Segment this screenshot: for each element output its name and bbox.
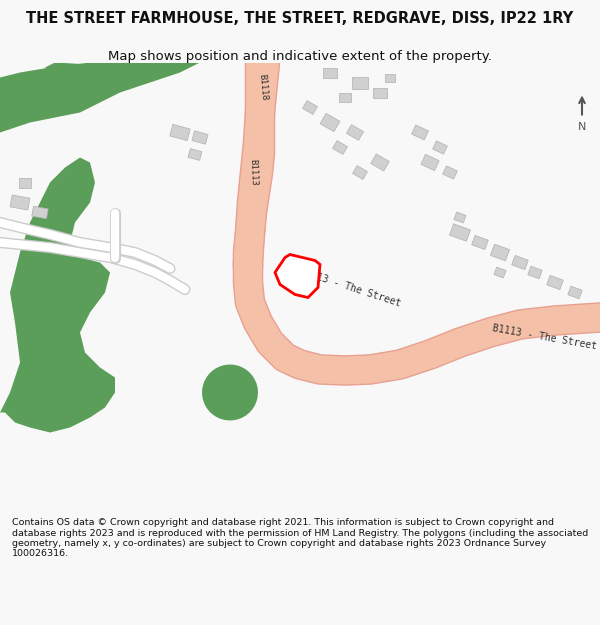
Bar (353, 166, 367, 179)
Bar (302, 101, 317, 114)
Polygon shape (0, 62, 200, 132)
Bar (449, 224, 470, 241)
Bar (19, 177, 31, 187)
Bar (433, 141, 448, 154)
Bar (421, 154, 439, 171)
Bar (490, 244, 509, 261)
Bar (385, 74, 395, 81)
Polygon shape (0, 158, 115, 432)
Bar (188, 149, 202, 161)
Text: B1113 - The Street: B1113 - The Street (492, 323, 598, 352)
Bar (346, 124, 364, 141)
Polygon shape (45, 62, 135, 88)
Text: B1118: B1118 (257, 74, 269, 101)
Text: Map shows position and indicative extent of the property.: Map shows position and indicative extent… (108, 50, 492, 62)
Text: Contains OS data © Crown copyright and database right 2021. This information is : Contains OS data © Crown copyright and d… (12, 518, 588, 558)
Polygon shape (202, 364, 258, 421)
Bar (472, 236, 488, 249)
Bar (494, 267, 506, 278)
Bar (170, 124, 190, 141)
Text: N: N (578, 122, 586, 132)
Polygon shape (275, 254, 320, 298)
Bar (192, 131, 208, 144)
Bar (332, 141, 347, 154)
Bar (339, 93, 351, 102)
Text: B1113: B1113 (248, 159, 258, 186)
Bar (373, 88, 387, 98)
Text: B1113 - The Street: B1113 - The Street (298, 266, 402, 309)
Bar (320, 113, 340, 132)
Bar (568, 286, 582, 299)
Bar (352, 76, 368, 89)
Bar (323, 68, 337, 78)
Text: THE STREET FARMHOUSE, THE STREET, REDGRAVE, DISS, IP22 1RY: THE STREET FARMHOUSE, THE STREET, REDGRA… (26, 11, 574, 26)
Bar (454, 212, 466, 223)
Bar (443, 166, 457, 179)
Bar (412, 125, 428, 140)
Bar (371, 154, 389, 171)
Bar (32, 206, 48, 219)
Bar (10, 195, 30, 210)
Bar (512, 256, 528, 269)
Bar (547, 276, 563, 289)
Bar (528, 266, 542, 279)
